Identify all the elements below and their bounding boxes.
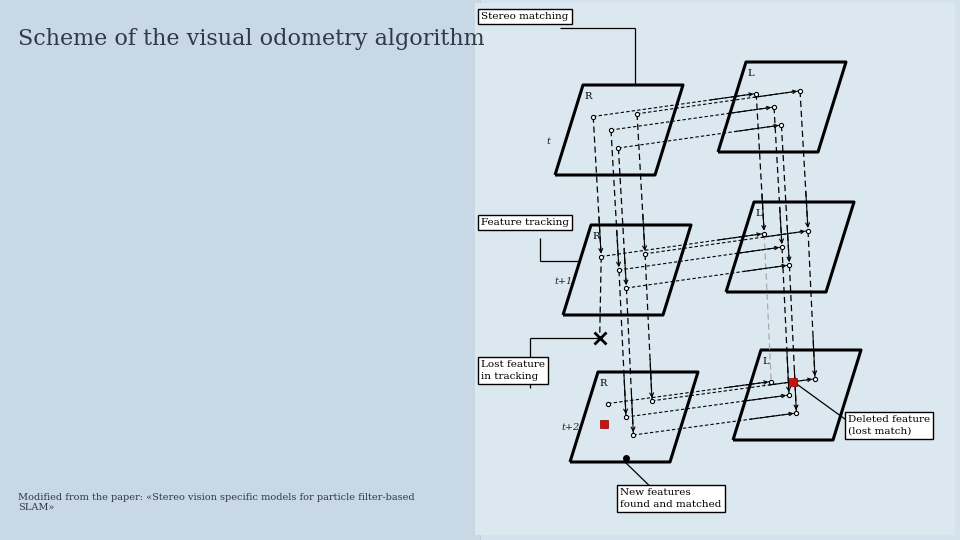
Bar [0, 0, 480, 540]
Text: Deleted feature
(lost match): Deleted feature (lost match) [848, 415, 930, 436]
Text: New features
found and matched: New features found and matched [620, 488, 721, 509]
Bar [475, 3, 955, 535]
Text: t+2: t+2 [562, 423, 580, 433]
Text: Modified from the paper: «Stereo vision specific models for particle filter-base: Modified from the paper: «Stereo vision … [18, 493, 415, 512]
Text: t+1: t+1 [555, 276, 573, 286]
Text: Feature tracking: Feature tracking [481, 218, 569, 227]
Text: L: L [756, 209, 762, 218]
Text: L: L [763, 357, 769, 366]
Text: t: t [547, 137, 551, 145]
Bar [480, 0, 960, 540]
Text: Stereo matching: Stereo matching [481, 12, 568, 21]
Text: R: R [585, 92, 592, 101]
Bar [600, 420, 608, 428]
Text: R: R [592, 232, 600, 241]
Text: Lost feature
in tracking: Lost feature in tracking [481, 360, 545, 381]
Text: Scheme of the visual odometry algorithm: Scheme of the visual odometry algorithm [18, 28, 485, 50]
Text: L: L [748, 69, 755, 78]
Text: R: R [600, 379, 607, 388]
Bar [789, 377, 797, 386]
